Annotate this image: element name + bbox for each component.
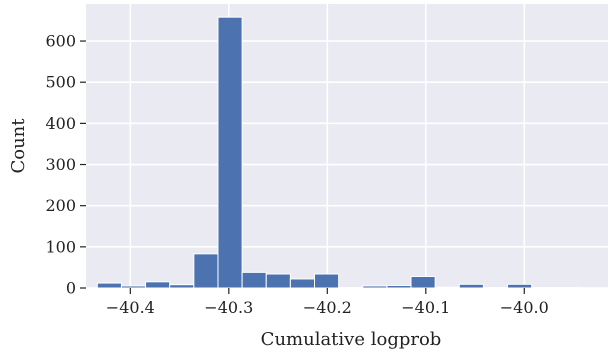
histogram-bar	[170, 285, 194, 288]
y-tick-label: 400	[45, 114, 76, 133]
x-axis-label: Cumulative logprob	[261, 329, 442, 349]
histogram-bar	[242, 272, 266, 288]
histogram-bar	[411, 276, 435, 288]
histogram-bar	[146, 282, 170, 288]
y-axis-label: Count	[8, 118, 29, 174]
x-tick-label: −40.2	[303, 298, 352, 317]
histogram-bar	[387, 286, 411, 288]
histogram-bar	[363, 286, 387, 288]
y-tick-label: 500	[45, 73, 76, 92]
histogram-bar	[121, 286, 145, 288]
histogram-bar	[435, 287, 459, 288]
y-tick-labels: 0 100 200 300 400 500 600	[45, 32, 86, 298]
x-tick-labels: −40.4 −40.3 −40.2 −40.1 −40.0	[106, 288, 549, 317]
y-tick-label: 300	[45, 155, 76, 174]
plot-background	[86, 4, 608, 288]
y-tick-label: 0	[66, 279, 76, 298]
histogram-bar	[459, 284, 483, 288]
y-tick-label: 600	[45, 32, 76, 51]
histogram-bar	[314, 274, 338, 288]
histogram-bar	[290, 279, 314, 288]
y-tick-label: 100	[45, 237, 76, 256]
histogram-bar	[508, 284, 532, 288]
histogram-bar	[194, 254, 218, 288]
x-tick-label: −40.4	[106, 298, 155, 317]
x-tick-label: −40.3	[204, 298, 253, 317]
y-tick-label: 200	[45, 196, 76, 215]
x-tick-label: −40.1	[401, 298, 450, 317]
histogram-bar	[97, 283, 121, 288]
histogram-bar	[218, 17, 242, 288]
x-tick-label: −40.0	[500, 298, 549, 317]
histogram-bar	[266, 274, 290, 288]
